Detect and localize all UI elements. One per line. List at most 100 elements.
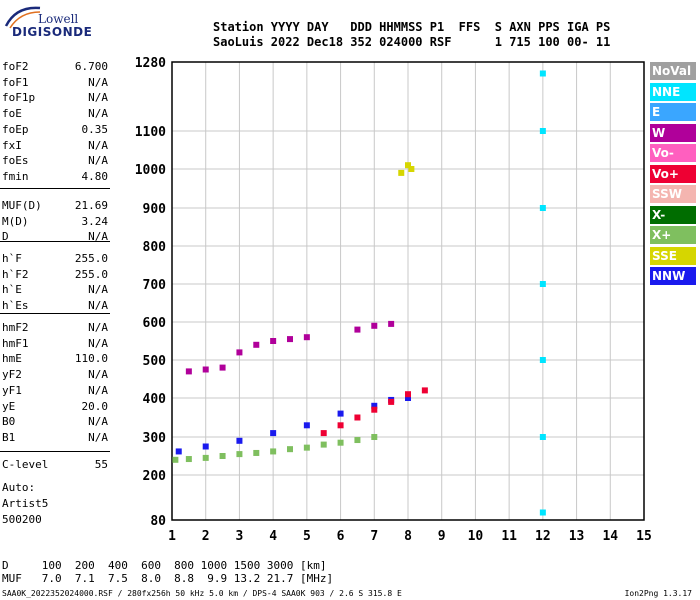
data-point bbox=[337, 410, 344, 417]
param-value: N/A bbox=[88, 154, 108, 168]
param-row: h`F2 255.0 bbox=[2, 267, 108, 282]
data-point bbox=[405, 391, 411, 398]
param-row: foF1p N/A bbox=[2, 90, 108, 105]
param-row: M(D) 3.24 bbox=[2, 214, 108, 229]
param-row: yE 20.0 bbox=[2, 399, 108, 414]
autoscale-text: 500200 bbox=[2, 513, 42, 526]
data-point bbox=[398, 169, 405, 176]
data-point bbox=[202, 443, 209, 450]
param-name: M(D) bbox=[2, 214, 29, 228]
data-point bbox=[253, 341, 260, 348]
x-tick-label: 4 bbox=[269, 529, 277, 544]
param-value: 20.0 bbox=[81, 399, 109, 413]
param-value: N/A bbox=[88, 299, 108, 313]
param-value: 255.0 bbox=[74, 267, 108, 281]
param-value: 55 bbox=[94, 458, 108, 471]
x-tick-label: 8 bbox=[404, 529, 412, 544]
data-point bbox=[421, 387, 428, 394]
digisonde-logo-icon bbox=[4, 6, 41, 29]
data-point bbox=[202, 454, 209, 461]
param-name: h`E bbox=[2, 283, 22, 297]
x-tick-label: 15 bbox=[636, 529, 652, 544]
param-name: D bbox=[2, 230, 9, 244]
data-point bbox=[408, 166, 415, 172]
y-tick-label: 700 bbox=[143, 278, 167, 293]
data-point bbox=[320, 441, 327, 448]
param-name: yF1 bbox=[2, 383, 22, 397]
data-point bbox=[337, 439, 344, 446]
data-point bbox=[287, 446, 293, 453]
y-tick-label: 500 bbox=[143, 354, 167, 369]
legend-item-vo: Vo- bbox=[650, 144, 696, 162]
x-tick-label: 6 bbox=[337, 529, 345, 544]
param-name: fmin bbox=[2, 169, 29, 183]
param-name: C-level bbox=[2, 458, 49, 471]
y-tick-label: 1100 bbox=[135, 125, 166, 140]
param-value: N/A bbox=[88, 415, 108, 429]
clevel-row: C-level 55 bbox=[2, 457, 108, 472]
param-row: foEs N/A bbox=[2, 153, 108, 168]
param-name: h`Es bbox=[2, 299, 29, 313]
param-name: fxI bbox=[2, 138, 22, 152]
data-point bbox=[539, 128, 546, 134]
param-row: h`F 255.0 bbox=[2, 251, 108, 266]
data-point bbox=[539, 509, 546, 516]
data-point bbox=[371, 402, 378, 409]
y-tick-label: 900 bbox=[143, 202, 167, 217]
param-value: N/A bbox=[88, 368, 108, 382]
param-row: foEp 0.35 bbox=[2, 122, 108, 137]
data-point bbox=[185, 368, 192, 375]
data-point bbox=[172, 456, 179, 463]
legend-item-x: X+ bbox=[650, 226, 696, 244]
data-point bbox=[236, 451, 243, 458]
y-tick-label: 800 bbox=[143, 240, 167, 255]
panel-divider bbox=[0, 241, 110, 242]
data-point bbox=[388, 320, 395, 327]
data-point bbox=[405, 162, 411, 169]
param-value: N/A bbox=[88, 230, 108, 244]
x-tick-label: 11 bbox=[501, 529, 517, 544]
param-name: foE bbox=[2, 107, 22, 121]
data-point bbox=[253, 449, 260, 456]
y-tick-label: 400 bbox=[143, 392, 167, 407]
param-value: N/A bbox=[88, 430, 108, 444]
param-value: N/A bbox=[88, 321, 108, 334]
param-name: foF1p bbox=[2, 91, 36, 105]
data-point bbox=[539, 70, 546, 77]
data-point bbox=[354, 437, 361, 444]
param-value: N/A bbox=[88, 138, 108, 152]
param-row: foF2 6.700 bbox=[2, 59, 108, 74]
param-value: N/A bbox=[88, 91, 108, 105]
data-point bbox=[539, 434, 546, 440]
param-value: N/A bbox=[88, 107, 108, 121]
x-tick-label: 5 bbox=[303, 529, 311, 544]
y-tick-label: 200 bbox=[143, 469, 167, 484]
y-tick-label: 600 bbox=[143, 316, 167, 331]
data-point bbox=[371, 322, 378, 329]
param-value: 255.0 bbox=[74, 252, 108, 265]
param-value: N/A bbox=[88, 75, 108, 89]
autoscale-text: Artist5 bbox=[2, 497, 49, 510]
param-name: hmF2 bbox=[2, 321, 29, 334]
param-row: MUF(D) 21.69 bbox=[2, 198, 108, 213]
data-point bbox=[175, 448, 182, 455]
param-row: hmF1 N/A bbox=[2, 336, 108, 351]
param-name: yF2 bbox=[2, 368, 22, 382]
param-name: B0 bbox=[2, 415, 16, 429]
x-tick-label: 7 bbox=[370, 529, 378, 544]
legend-item-e: E bbox=[650, 103, 696, 121]
data-point bbox=[202, 366, 209, 373]
y-tick-label: 300 bbox=[143, 431, 167, 446]
param-value: N/A bbox=[88, 383, 108, 397]
legend-item-nnw: NNW bbox=[650, 267, 696, 285]
param-row: D N/A bbox=[2, 229, 108, 244]
x-tick-label: 3 bbox=[236, 529, 244, 544]
data-point bbox=[539, 281, 546, 287]
param-name: foEp bbox=[2, 122, 29, 136]
param-value: 6.700 bbox=[74, 60, 108, 73]
param-name: yE bbox=[2, 399, 16, 413]
data-point bbox=[371, 434, 378, 440]
data-point bbox=[539, 205, 546, 211]
param-row: hmF2 N/A bbox=[2, 320, 108, 335]
param-value: 0.35 bbox=[81, 122, 109, 136]
